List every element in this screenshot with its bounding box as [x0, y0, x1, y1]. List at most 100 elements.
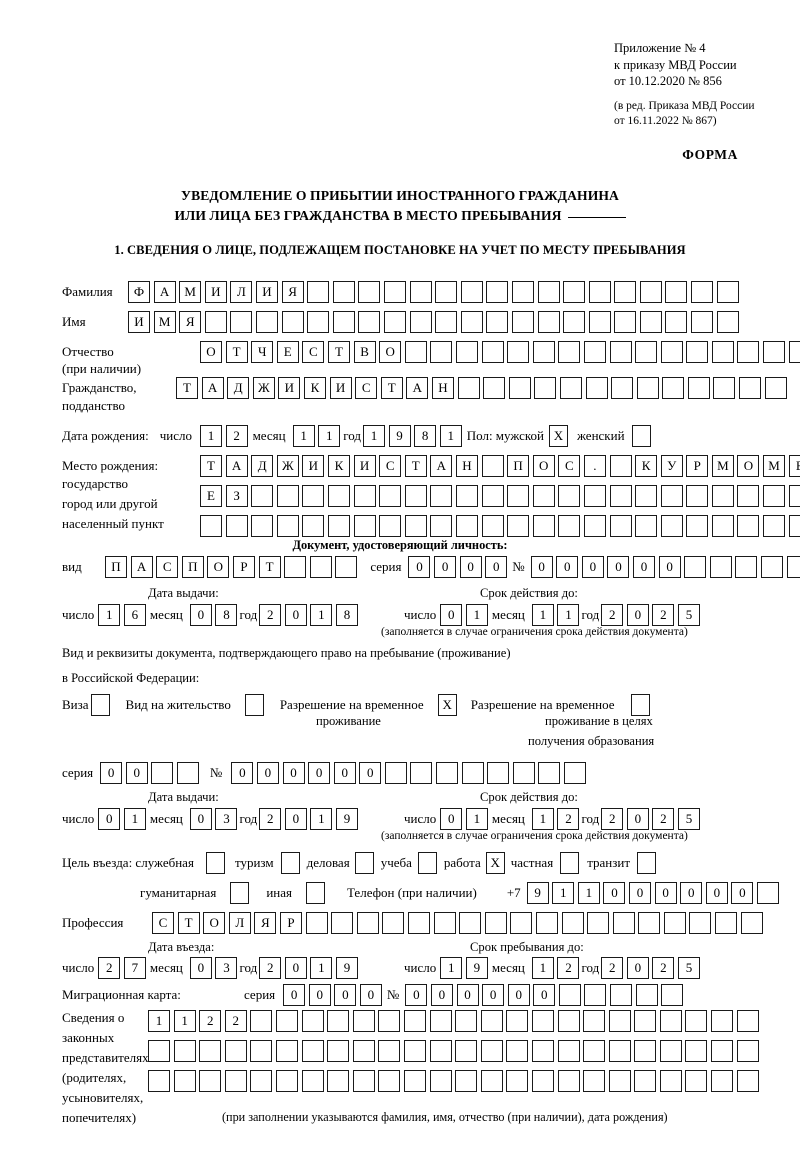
char-cell[interactable]	[583, 1040, 606, 1062]
char-cell[interactable]: 2	[259, 604, 282, 626]
char-cell[interactable]: 0	[629, 882, 652, 904]
char-cell[interactable]	[585, 377, 608, 399]
char-cell[interactable]: 1	[148, 1010, 170, 1032]
char-cell[interactable]: 1	[440, 957, 463, 979]
char-cell[interactable]	[735, 556, 758, 578]
char-cell[interactable]: 2	[601, 808, 624, 830]
char-cell[interactable]	[404, 341, 427, 363]
char-cell[interactable]	[786, 556, 800, 578]
char-cell[interactable]	[275, 1040, 298, 1062]
char-cell[interactable]	[301, 1040, 324, 1062]
char-cell[interactable]: И	[302, 455, 325, 477]
char-cell[interactable]: О	[200, 341, 222, 363]
char-cell[interactable]	[583, 341, 606, 363]
char-cell[interactable]	[403, 1040, 426, 1062]
char-cell[interactable]: 0	[408, 556, 431, 578]
char-cell[interactable]: 0	[485, 556, 508, 578]
char-cell[interactable]: Т	[404, 455, 427, 477]
char-cell[interactable]	[480, 1040, 503, 1062]
char-cell[interactable]	[506, 1040, 529, 1062]
char-cell[interactable]: 8	[336, 604, 359, 626]
purpose-humanitarian-checkbox[interactable]	[230, 882, 250, 904]
char-cell[interactable]: 0	[189, 957, 212, 979]
title-blank-line[interactable]	[567, 205, 626, 218]
char-cell[interactable]	[614, 281, 637, 303]
char-cell[interactable]: Д	[227, 377, 250, 399]
char-cell[interactable]	[309, 556, 332, 578]
char-cell[interactable]	[660, 515, 683, 537]
char-cell[interactable]	[435, 281, 458, 303]
char-cell[interactable]: Н	[431, 377, 454, 399]
char-cell[interactable]	[327, 1010, 350, 1032]
char-cell[interactable]: О	[532, 455, 555, 477]
char-cell[interactable]: З	[225, 485, 248, 507]
char-cell[interactable]	[588, 311, 611, 333]
char-cell[interactable]: 1	[310, 808, 333, 830]
char-cell[interactable]: 0	[607, 556, 630, 578]
char-cell[interactable]: Л	[228, 912, 251, 934]
char-cell[interactable]	[691, 281, 714, 303]
char-cell[interactable]	[224, 1040, 247, 1062]
char-cell[interactable]	[736, 1040, 759, 1062]
char-cell[interactable]	[532, 515, 555, 537]
char-cell[interactable]	[763, 485, 786, 507]
char-cell[interactable]: 1	[123, 808, 146, 830]
char-cell[interactable]	[608, 1040, 631, 1062]
char-cell[interactable]: Ч	[251, 341, 274, 363]
char-cell[interactable]	[660, 485, 683, 507]
char-cell[interactable]	[327, 1040, 350, 1062]
char-cell[interactable]: 9	[526, 882, 549, 904]
char-cell[interactable]: Д	[251, 455, 274, 477]
char-cell[interactable]: 0	[626, 604, 649, 626]
char-cell[interactable]	[356, 912, 379, 934]
char-cell[interactable]	[486, 281, 509, 303]
char-cell[interactable]: 1	[557, 604, 580, 626]
char-cell[interactable]	[404, 515, 427, 537]
purpose-private-checkbox[interactable]	[560, 852, 580, 874]
char-cell[interactable]	[711, 341, 734, 363]
char-cell[interactable]: 9	[465, 957, 488, 979]
char-cell[interactable]	[737, 341, 760, 363]
char-cell[interactable]	[661, 984, 684, 1006]
char-cell[interactable]: 5	[678, 604, 701, 626]
char-cell[interactable]: Р	[686, 455, 709, 477]
char-cell[interactable]: 2	[224, 1010, 247, 1032]
char-cell[interactable]: 0	[434, 556, 457, 578]
char-cell[interactable]	[460, 281, 483, 303]
char-cell[interactable]: 0	[405, 984, 428, 1006]
char-cell[interactable]	[583, 1070, 606, 1092]
char-cell[interactable]: 1	[199, 425, 222, 447]
char-cell[interactable]: 1	[552, 882, 575, 904]
char-cell[interactable]	[151, 762, 174, 784]
char-cell[interactable]: А	[430, 455, 453, 477]
char-cell[interactable]	[251, 485, 274, 507]
char-cell[interactable]	[788, 485, 800, 507]
char-cell[interactable]: Т	[225, 341, 248, 363]
char-cell[interactable]	[686, 515, 709, 537]
char-cell[interactable]: 2	[259, 957, 282, 979]
char-cell[interactable]	[251, 515, 274, 537]
char-cell[interactable]	[737, 485, 760, 507]
char-cell[interactable]	[614, 311, 637, 333]
char-cell[interactable]	[481, 485, 504, 507]
char-cell[interactable]	[353, 485, 376, 507]
residence-permit-checkbox[interactable]	[244, 694, 264, 716]
char-cell[interactable]	[557, 1040, 580, 1062]
char-cell[interactable]	[610, 984, 633, 1006]
char-cell[interactable]	[378, 1040, 401, 1062]
char-cell[interactable]	[383, 311, 406, 333]
char-cell[interactable]	[484, 912, 507, 934]
char-cell[interactable]	[689, 912, 712, 934]
char-cell[interactable]	[383, 281, 406, 303]
char-cell[interactable]: 0	[282, 762, 305, 784]
char-cell[interactable]: Ф	[128, 281, 150, 303]
char-cell[interactable]	[583, 515, 606, 537]
